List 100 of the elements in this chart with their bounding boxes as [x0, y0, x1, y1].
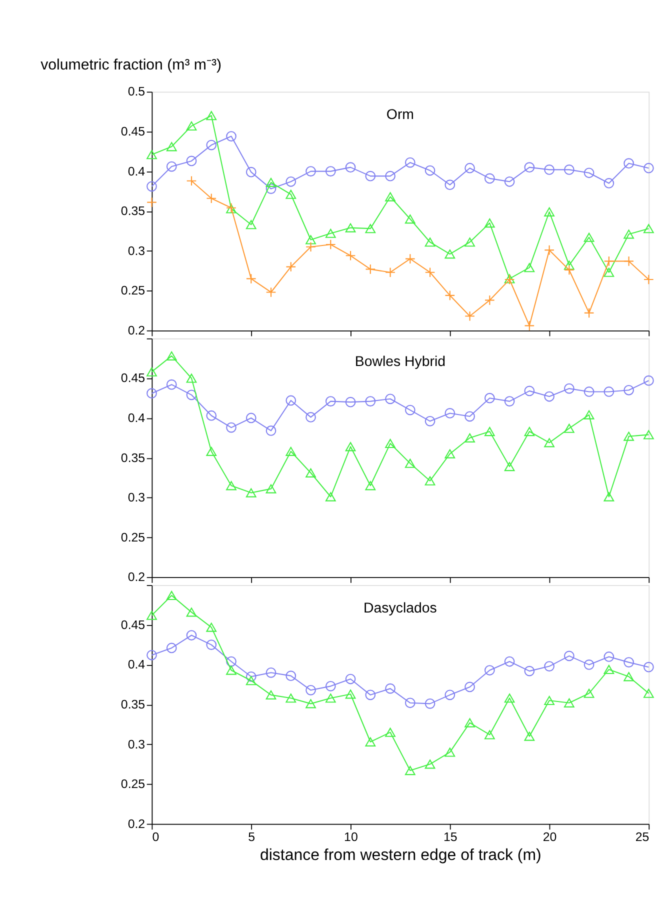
x-axis-title: distance from western edge of track (m) — [260, 846, 542, 864]
point — [365, 224, 376, 234]
point — [146, 197, 157, 208]
point — [584, 410, 594, 420]
point — [624, 384, 634, 396]
point — [146, 388, 157, 399]
point — [286, 694, 296, 703]
y-tick-label: 0.25 — [120, 530, 146, 544]
x-tick-label: 10 — [344, 830, 358, 844]
point — [484, 218, 495, 228]
point — [564, 424, 574, 433]
point — [544, 661, 554, 672]
point — [484, 426, 495, 436]
point — [325, 694, 336, 703]
y-tick-label: 0.4 — [128, 658, 146, 672]
point — [584, 688, 594, 698]
y-tick-label: 0.2 — [128, 570, 146, 584]
point — [306, 412, 316, 422]
y-tick-label: 0.45 — [120, 371, 146, 386]
y-tick-label: 0.35 — [120, 450, 146, 465]
point — [266, 426, 276, 436]
point — [584, 168, 594, 178]
point — [206, 140, 217, 150]
point — [186, 608, 197, 617]
point — [206, 193, 217, 204]
point — [444, 249, 456, 259]
point — [444, 690, 456, 700]
point — [246, 671, 256, 682]
point — [544, 391, 554, 402]
point — [286, 670, 296, 682]
point — [226, 422, 236, 433]
point — [166, 642, 177, 654]
point — [266, 690, 276, 700]
point — [404, 766, 416, 776]
point — [206, 622, 217, 632]
point — [644, 162, 654, 174]
point — [186, 630, 197, 640]
point — [404, 157, 416, 168]
point — [624, 432, 634, 441]
point — [564, 698, 574, 708]
point — [424, 476, 436, 486]
point — [146, 650, 157, 660]
point — [286, 446, 296, 456]
point — [345, 690, 356, 699]
y-tick-label: 0.4 — [128, 410, 146, 425]
point — [544, 696, 554, 706]
point — [146, 610, 157, 620]
point — [504, 656, 515, 667]
point — [464, 682, 475, 692]
x-tick-label: 0 — [152, 830, 160, 844]
point — [206, 410, 217, 421]
point — [226, 666, 236, 675]
point — [604, 268, 614, 277]
point — [624, 672, 634, 682]
point — [226, 656, 236, 667]
y-axis-title: volumetric fraction (m³ m⁻³) — [40, 56, 222, 74]
x-tick-label: 5 — [248, 830, 256, 844]
point — [246, 166, 256, 178]
point — [464, 411, 475, 422]
point — [484, 392, 495, 404]
point — [404, 698, 416, 708]
point — [604, 256, 614, 266]
point — [186, 156, 197, 166]
point — [564, 383, 574, 394]
point — [584, 308, 594, 318]
point — [146, 181, 157, 192]
point — [464, 162, 475, 174]
point — [306, 242, 316, 252]
point — [544, 207, 554, 216]
point — [624, 256, 634, 266]
point — [385, 438, 396, 448]
point — [266, 484, 276, 494]
point — [564, 260, 574, 270]
text: Orm — [386, 107, 414, 124]
point — [365, 690, 376, 700]
point — [464, 310, 475, 322]
point — [266, 178, 276, 188]
point — [345, 162, 356, 172]
point — [385, 192, 396, 202]
point — [644, 662, 654, 672]
point — [166, 379, 177, 390]
point — [404, 254, 416, 264]
point — [564, 164, 574, 175]
point — [584, 232, 594, 242]
point — [365, 396, 376, 406]
point — [484, 730, 495, 740]
x-tick-label: 25 — [635, 830, 650, 844]
point — [604, 664, 614, 674]
point — [524, 263, 535, 272]
point — [524, 320, 535, 331]
point — [604, 386, 614, 397]
point — [226, 131, 236, 142]
point — [266, 667, 276, 678]
point — [365, 481, 376, 490]
point — [644, 375, 654, 386]
point — [365, 170, 376, 182]
y-tick-label: 0.2 — [128, 323, 146, 338]
point — [306, 699, 316, 708]
text: Dasyclados — [364, 600, 437, 617]
point — [504, 694, 515, 703]
